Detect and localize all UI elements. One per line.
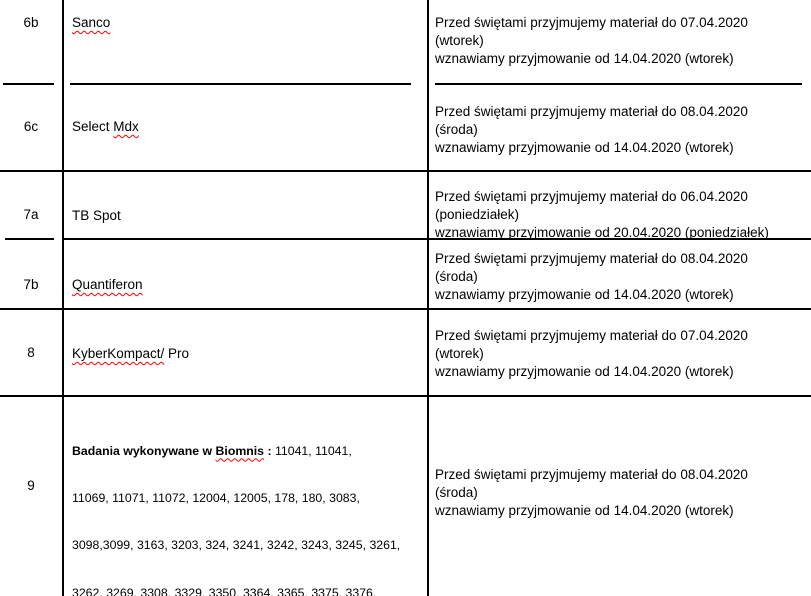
notice-line: (poniedziałek) bbox=[435, 207, 520, 222]
row-8-notice-cell: Przed świętami przyjmujemy materiał do 0… bbox=[435, 327, 809, 381]
notice-line: (wtorek) bbox=[435, 346, 484, 361]
row-6c-name-cell: Select Mdx bbox=[72, 119, 139, 134]
row-9-notice-cell: Przed świętami przyjmujemy materiał do 0… bbox=[435, 466, 809, 520]
notice-line: Przed świętami przyjmujemy materiał do 0… bbox=[435, 328, 748, 343]
notice-line: (środa) bbox=[435, 269, 478, 284]
name-text: Pro bbox=[164, 346, 190, 361]
misspelled-word: Sanco bbox=[72, 15, 111, 30]
heading-text: Badania wykonywane w bbox=[72, 443, 216, 458]
divider-segment-6b-6c-col2 bbox=[70, 83, 411, 85]
notice-line: Przed świętami przyjmujemy materiał do 0… bbox=[435, 251, 748, 266]
tests-list-line: 11041, 11041, bbox=[271, 443, 352, 458]
notice-line: Przed świętami przyjmujemy materiał do 0… bbox=[435, 15, 748, 30]
row-7b-notice-cell: Przed świętami przyjmujemy materiał do 0… bbox=[435, 250, 809, 304]
notice-line: (środa) bbox=[435, 485, 478, 500]
notice-line: wznawiamy przyjmowanie od 20.04.2020 (po… bbox=[435, 225, 769, 240]
notice-line: (wtorek) bbox=[435, 33, 484, 48]
name-text: TB Spot bbox=[72, 208, 121, 223]
misspelled-word: Biomnis bbox=[215, 443, 265, 458]
notice-line: wznawiamy przyjmowanie od 14.04.2020 (wt… bbox=[435, 364, 734, 379]
divider-segment-6b-6c-col3 bbox=[435, 83, 802, 85]
notice-line: Przed świętami przyjmujemy materiał do 0… bbox=[435, 104, 748, 119]
misspelled-word: Quantiferon bbox=[72, 277, 143, 292]
notice-line: Przed świętami przyjmujemy materiał do 0… bbox=[435, 189, 748, 204]
misspelled-word: KyberKompact/ bbox=[72, 346, 165, 361]
notice-line: wznawiamy przyjmowanie od 14.04.2020 (wt… bbox=[435, 287, 734, 302]
row-7a-name-cell: TB Spot bbox=[72, 208, 121, 223]
notice-line: wznawiamy przyjmowanie od 14.04.2020 (wt… bbox=[435, 51, 734, 66]
divider-segment-6b-6c-col1 bbox=[3, 83, 54, 85]
row-8-name-cell: KyberKompact/ Pro bbox=[72, 346, 189, 361]
name-text: Select bbox=[72, 119, 114, 134]
row-9-id-cell: 9 bbox=[27, 478, 35, 493]
notice-line: wznawiamy przyjmowanie od 14.04.2020 (wt… bbox=[435, 140, 734, 155]
tests-list-line: 3262, 3269, 3308, 3329, 3350, 3364, 3365… bbox=[72, 585, 377, 596]
notice-line: wznawiamy przyjmowanie od 14.04.2020 (wt… bbox=[435, 503, 734, 518]
notice-line: Przed świętami przyjmujemy materiał do 0… bbox=[435, 467, 748, 482]
misspelled-word: Mdx bbox=[113, 119, 139, 134]
tests-list-line: 11069, 11071, 11072, 12004, 12005, 178, … bbox=[72, 490, 360, 505]
row-border-8-9 bbox=[0, 395, 811, 397]
row-6c-notice-cell: Przed świętami przyjmujemy materiał do 0… bbox=[435, 103, 809, 157]
row-6b-id-cell: 6b bbox=[23, 15, 39, 30]
row-7b-name-cell: Quantiferon bbox=[72, 277, 143, 292]
divider-segment-7a-7b-col2 bbox=[62, 238, 811, 240]
divider-segment-7a-7b-col1 bbox=[5, 238, 54, 240]
row-7a-id-cell: 7a bbox=[23, 207, 39, 222]
tests-list-line: 3098,3099, 3163, 3203, 324, 3241, 3242, … bbox=[72, 538, 401, 553]
row-border-7b-8 bbox=[0, 308, 811, 310]
row-7b-id-cell: 7b bbox=[23, 277, 39, 292]
column-border-name-notice bbox=[427, 0, 429, 596]
row-6c-id-cell: 6c bbox=[23, 119, 39, 134]
row-9-tests-list-cell: Badania wykonywane w Biomnis : 11041, 11… bbox=[72, 412, 424, 596]
row-border-6c-7a bbox=[0, 170, 811, 172]
row-7a-notice-cell: Przed świętami przyjmujemy materiał do 0… bbox=[435, 188, 809, 242]
row-6b-notice-cell: Przed świętami przyjmujemy materiał do 0… bbox=[435, 14, 809, 68]
row-6b-name-cell: Sanco bbox=[72, 15, 110, 30]
heading-text: : bbox=[264, 443, 272, 458]
notice-line: (środa) bbox=[435, 122, 478, 137]
row-8-id-cell: 8 bbox=[27, 345, 35, 360]
tests-list-heading: Badania wykonywane w Biomnis : bbox=[72, 444, 272, 458]
column-border-id-name bbox=[62, 0, 64, 596]
tests-list-heading-line: Badania wykonywane w Biomnis : 11041, 11… bbox=[72, 444, 424, 460]
